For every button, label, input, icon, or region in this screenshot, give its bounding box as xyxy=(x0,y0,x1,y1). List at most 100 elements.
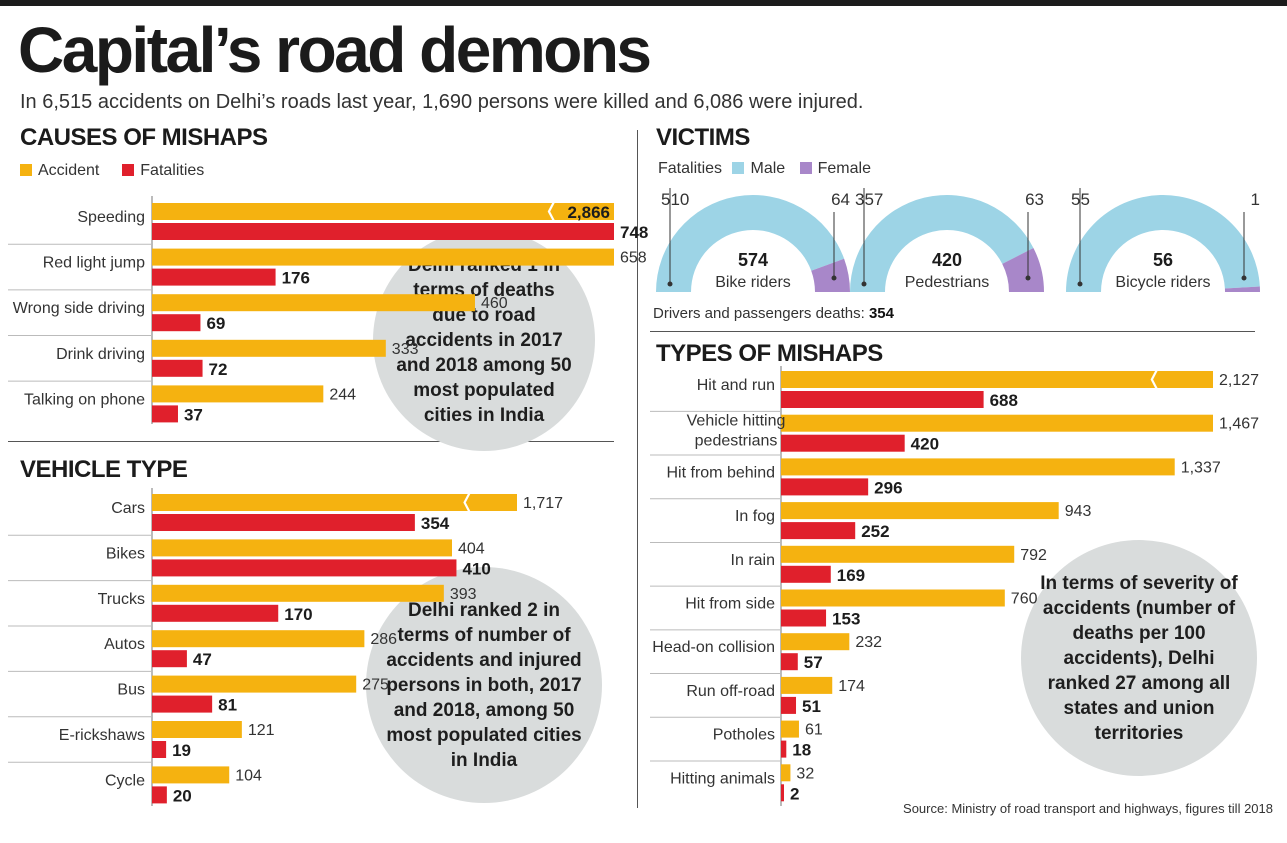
chart3-hit-from-behind-accident-value: 1,337 xyxy=(1181,459,1221,476)
chart3-hitting-animals-label: Hitting animals xyxy=(670,770,775,787)
causes-legend: Accident Fatalities xyxy=(20,161,204,181)
chart3-in-fog-fatalities-value: 252 xyxy=(861,522,889,541)
vehicle-fact-bubble: Delhi ranked 2 in terms of number of acc… xyxy=(366,567,602,803)
drivers-passengers-note: Drivers and passengers deaths: 354 xyxy=(653,305,894,322)
left-section-divider xyxy=(8,441,614,442)
chart1-cars-fatalities-value: 354 xyxy=(421,514,450,533)
chart1-bikes-fatalities-value: 410 xyxy=(462,559,490,578)
chart3-hit-and-run-accident-bar xyxy=(781,371,1213,388)
chart3-hit-from-behind-label: Hit from behind xyxy=(667,464,776,481)
chart1-bus-accident-value: 275 xyxy=(362,677,389,694)
chart1-cars-accident-bar xyxy=(152,494,517,511)
chart0-speeding-fatalities-value: 748 xyxy=(620,223,648,242)
chart3-hit-and-run-axis-break-mark xyxy=(1150,369,1158,390)
legend-fatalities: Fatalities xyxy=(140,162,205,179)
male-swatch xyxy=(732,162,745,174)
chart1-cycle-accident-bar xyxy=(152,766,230,784)
chart0-red-light-jump-label: Red light jump xyxy=(43,255,145,272)
chart1-trucks-accident-bar xyxy=(152,584,444,602)
victims-bike-riders-male-arc xyxy=(656,195,845,292)
chart3-in-fog-label: In fog xyxy=(735,508,775,525)
source-note: Source: Ministry of road transport and h… xyxy=(903,801,1273,816)
chart3-vehicle-hitting-pedestrians-label-line1: Vehicle hitting xyxy=(687,413,786,430)
vehicle-fact-text: Delhi ranked 2 in terms of number of acc… xyxy=(386,599,582,771)
victims-pedestrians-total-value: 420 xyxy=(932,250,962,270)
chart1-autos-fatalities-bar xyxy=(152,650,187,668)
right-section-divider xyxy=(650,331,1255,332)
chart3-vehicle-hitting-pedestrians-fatalities-bar xyxy=(781,434,905,452)
chart3-in-fog-fatalities-bar xyxy=(781,522,856,540)
victims-bike-riders-male-dot xyxy=(667,281,673,287)
chart3-hit-from-side-fatalities-value: 153 xyxy=(832,610,860,629)
victims-bicycle-riders-male-arc xyxy=(1066,195,1260,292)
chart0-wrong-side-driving-accident-value: 460 xyxy=(481,295,508,312)
chart3-hitting-animals-accident-value: 32 xyxy=(796,765,814,782)
victims-legend: Fatalities Male Female xyxy=(658,159,871,179)
victims-bike-riders-female-value: 64 xyxy=(831,190,850,209)
chart3-in-rain-accident-bar xyxy=(781,545,1015,563)
chart0-drink-driving-accident-bar xyxy=(152,339,386,357)
chart3-potholes-fatalities-bar xyxy=(781,740,787,758)
victims-bicycle-riders-total-value: 56 xyxy=(1153,250,1173,270)
chart0-talking-on-phone-accident-value: 244 xyxy=(329,386,356,403)
victims-pedestrians-male-value: 357 xyxy=(855,190,883,209)
chart1-bus-fatalities-value: 81 xyxy=(218,696,237,715)
victims-bicycle-riders-group-label: Bicycle riders xyxy=(1115,274,1210,291)
chart3-head-on-collision-fatalities-value: 57 xyxy=(804,653,823,672)
chart1-autos-accident-bar xyxy=(152,630,365,648)
chart0-talking-on-phone-label: Talking on phone xyxy=(24,391,145,408)
chart3-run-off-road-fatalities-value: 51 xyxy=(802,697,821,716)
chart1-trucks-accident-value: 393 xyxy=(450,586,477,603)
chart3-hitting-animals-accident-bar xyxy=(781,764,791,782)
chart3-hitting-animals-fatalities-value: 2 xyxy=(790,784,799,803)
female-swatch xyxy=(799,162,812,174)
chart3-hit-from-behind-accident-bar xyxy=(781,458,1175,476)
chart1-cars-fatalities-bar xyxy=(152,514,415,531)
chart3-in-rain-fatalities-value: 169 xyxy=(837,566,865,585)
chart3-in-fog-accident-value: 943 xyxy=(1065,503,1092,520)
victims-heading: VICTIMS xyxy=(656,124,750,151)
chart3-potholes-accident-value: 61 xyxy=(805,722,823,739)
types-fact-text: In terms of severity of accidents (numbe… xyxy=(1040,572,1238,744)
vehicle-heading: VEHICLE TYPE xyxy=(20,456,188,483)
chart0-drink-driving-label: Drink driving xyxy=(56,346,145,363)
victims-bike-riders-female-dot xyxy=(831,275,837,281)
chart3-run-off-road-accident-bar xyxy=(781,676,833,694)
chart3-head-on-collision-accident-value: 232 xyxy=(855,634,882,651)
legend-fatalities-label: Fatalities xyxy=(658,160,723,177)
victims-pedestrians-group-label: Pedestrians xyxy=(905,274,990,291)
chart0-speeding-fatalities-bar xyxy=(152,223,614,240)
victims-bike-riders-male-value: 510 xyxy=(661,190,689,209)
chart3-hit-from-behind-fatalities-value: 296 xyxy=(874,478,902,497)
victims-pedestrians-female-arc xyxy=(1002,247,1044,292)
chart0-drink-driving-fatalities-value: 72 xyxy=(209,360,228,379)
chart3-vehicle-hitting-pedestrians-fatalities-value: 420 xyxy=(911,435,939,454)
chart0-talking-on-phone-fatalities-value: 37 xyxy=(184,405,203,424)
chart3-head-on-collision-fatalities-bar xyxy=(781,653,798,671)
chart1-trucks-fatalities-value: 170 xyxy=(284,605,312,624)
legend-female: Female xyxy=(817,160,871,177)
victims-pedestrians-male-dot xyxy=(861,281,867,287)
drivers-note-label: Drivers and passengers deaths: xyxy=(653,305,865,322)
chart1-e-rickshaws-label: E-rickshaws xyxy=(59,727,145,744)
chart1-cycle-fatalities-bar xyxy=(152,786,167,804)
chart1-bikes-fatalities-bar xyxy=(152,559,457,577)
chart1-trucks-fatalities-bar xyxy=(152,604,279,622)
chart0-speeding-label: Speeding xyxy=(77,209,145,226)
chart3-in-rain-fatalities-bar xyxy=(781,565,831,583)
chart1-e-rickshaws-accident-bar xyxy=(152,721,242,738)
types-fact-bubble: In terms of severity of accidents (numbe… xyxy=(1021,540,1257,776)
victims-bike-riders-group-label: Bike riders xyxy=(715,274,791,291)
page-title: Capital’s road demons xyxy=(18,14,652,86)
chart1-e-rickshaws-fatalities-value: 19 xyxy=(172,741,191,760)
chart0-red-light-jump-accident-value: 658 xyxy=(620,250,647,267)
chart1-cars-axis-break-mark xyxy=(463,492,471,513)
page-subtitle: In 6,515 accidents on Delhi’s roads last… xyxy=(20,91,864,113)
victims-bicycle-riders-male-value: 55 xyxy=(1071,190,1090,209)
chart0-red-light-jump-fatalities-bar xyxy=(152,268,276,286)
legend-male: Male xyxy=(750,160,786,177)
types-heading: TYPES OF MISHAPS xyxy=(656,340,883,367)
victims-bicycle-riders-female-arc xyxy=(1224,286,1260,292)
chart0-red-light-jump-fatalities-value: 176 xyxy=(282,269,310,288)
